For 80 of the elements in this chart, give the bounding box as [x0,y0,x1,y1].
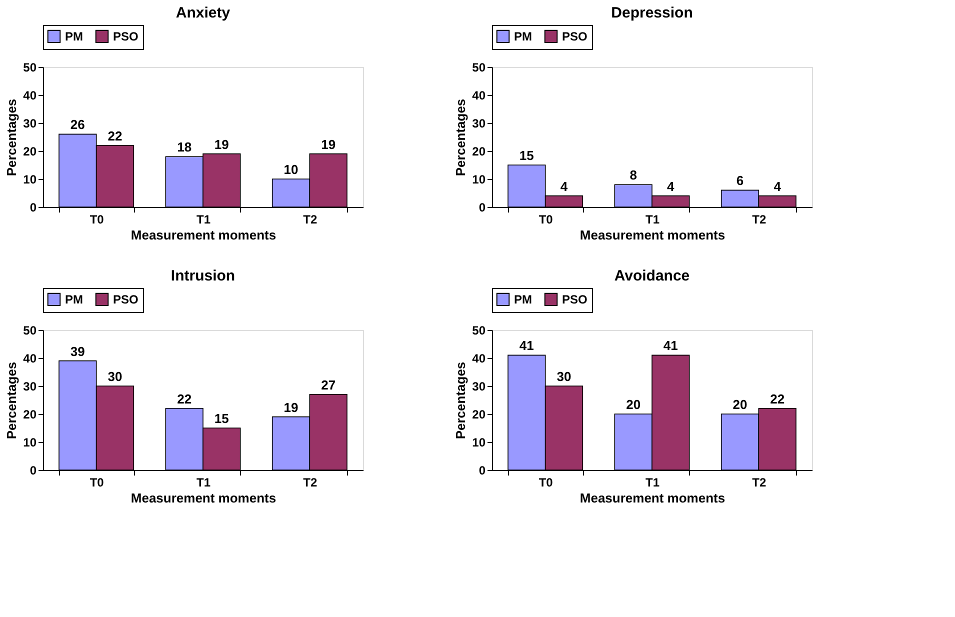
data-label: 6 [736,173,744,188]
x-tick-label: T0 [90,212,104,226]
data-label: 19 [321,136,336,152]
x-tick-label: T2 [752,476,766,490]
y-tick-label: 40 [472,352,486,366]
y-tick-label: 50 [23,60,37,74]
data-label: 20 [732,397,748,412]
data-label: 4 [560,178,568,194]
chart-title: Depression [611,4,693,22]
y-tick-label: 10 [23,436,37,450]
y-tick-label: 20 [23,144,37,158]
legend-label: PSO [113,292,138,306]
legend-label: PM [514,292,532,306]
y-tick-label: 40 [23,88,37,102]
data-label: 39 [70,344,85,359]
y-tick-label: 30 [472,380,486,394]
y-tick-label: 30 [23,116,37,130]
y-axis-title: Percentages [4,98,20,176]
data-label: 30 [108,369,122,384]
y-tick-label: 50 [472,60,486,74]
y-tick-label: 0 [30,464,37,478]
x-tick-label: T1 [645,212,660,226]
data-label: 30 [556,369,572,384]
y-tick-label: 50 [472,324,486,338]
data-label: 4 [774,178,782,194]
y-tick-label: 20 [23,408,37,422]
data-label: 19 [214,136,229,152]
data-label: 18 [177,140,192,155]
legend-label: PSO [562,292,588,306]
y-tick-label: 0 [478,200,486,214]
y-axis-title: Percentages [4,362,20,440]
x-axis-title: Measurement moments [580,228,726,242]
data-label: 22 [770,391,785,406]
data-label: 27 [321,377,336,392]
y-tick-label: 10 [472,436,486,450]
x-tick-label: T1 [196,476,211,490]
x-tick-label: T1 [645,476,660,490]
x-tick-label: T0 [538,476,554,490]
legend-label: PM [514,29,532,44]
x-tick-label: T2 [303,212,318,226]
y-tick-label: 0 [478,464,486,478]
data-label: 10 [284,162,298,177]
y-axis-title: Percentages [453,362,468,440]
x-tick-label: T1 [196,212,211,226]
y-tick-label: 40 [472,88,486,102]
x-axis-title: Measurement moments [130,228,276,242]
data-label: 20 [626,397,641,412]
data-label: 8 [630,168,637,183]
chart-title: Intrusion [170,268,236,284]
x-axis-title: Measurement moments [130,490,276,506]
legend-label: PM [65,292,84,306]
legend-label: PSO [562,29,588,44]
x-tick-label: T0 [538,212,554,226]
data-label: 15 [214,411,229,426]
chart-title: Anxiety [176,4,231,22]
y-tick-label: 20 [472,144,486,158]
data-label: 19 [284,400,298,415]
data-label: 41 [519,338,534,354]
x-tick-label: T2 [752,212,766,226]
legend-label: PSO [113,29,138,44]
y-tick-label: 20 [472,408,486,422]
y-tick-label: 30 [23,380,37,394]
data-label: 4 [667,178,676,194]
data-label: 26 [70,117,85,132]
x-axis-title: Measurement moments [580,490,726,506]
x-tick-label: T2 [303,476,318,490]
x-tick-label: T0 [90,476,104,490]
y-tick-label: 0 [30,200,37,214]
y-tick-label: 10 [23,172,37,186]
y-tick-label: 40 [23,352,37,366]
legend-label: PM [65,29,84,44]
data-label: 15 [519,148,534,163]
y-axis-title: Percentages [453,98,468,176]
y-tick-label: 50 [23,324,37,338]
y-tick-label: 30 [472,116,486,130]
data-label: 22 [108,128,122,144]
chart-title: Avoidance [614,268,690,284]
data-label: 41 [663,338,678,354]
y-tick-label: 10 [472,172,486,186]
data-label: 22 [177,391,192,406]
